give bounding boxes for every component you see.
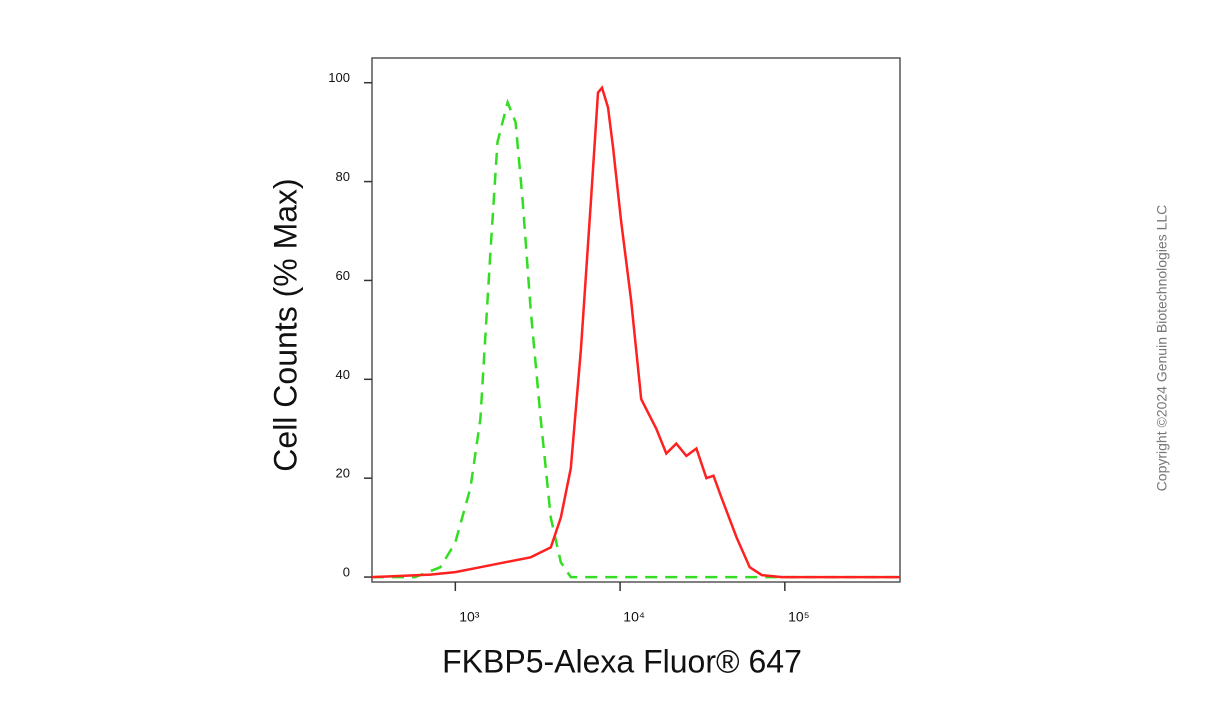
x-tick-label: 10⁴ bbox=[623, 609, 645, 625]
y-tick-label: 80 bbox=[336, 169, 350, 184]
y-axis-label: Cell Counts (% Max) bbox=[267, 178, 303, 471]
x-tick-label: 10³ bbox=[459, 609, 480, 625]
y-tick-label: 40 bbox=[336, 367, 350, 382]
plot-frame bbox=[371, 57, 901, 583]
x-axis-label: FKBP5-Alexa Fluor® 647 bbox=[442, 643, 802, 679]
y-tick-label: 20 bbox=[336, 466, 350, 481]
y-tick-label: 0 bbox=[343, 564, 350, 579]
y-tick-label: 100 bbox=[328, 70, 350, 85]
x-tick-label: 10⁵ bbox=[788, 609, 809, 625]
y-tick-label: 60 bbox=[336, 268, 350, 283]
series-line bbox=[371, 85, 900, 579]
series-line bbox=[372, 98, 900, 579]
watermark: Copyright ©2024 Genuin Biotechnologies L… bbox=[1154, 205, 1170, 492]
